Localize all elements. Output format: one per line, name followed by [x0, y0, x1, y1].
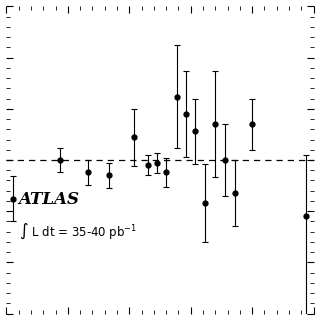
Text: ATLAS: ATLAS [19, 191, 80, 208]
Text: $\int$ L dt = 35-40 pb$^{-1}$: $\int$ L dt = 35-40 pb$^{-1}$ [19, 221, 137, 241]
